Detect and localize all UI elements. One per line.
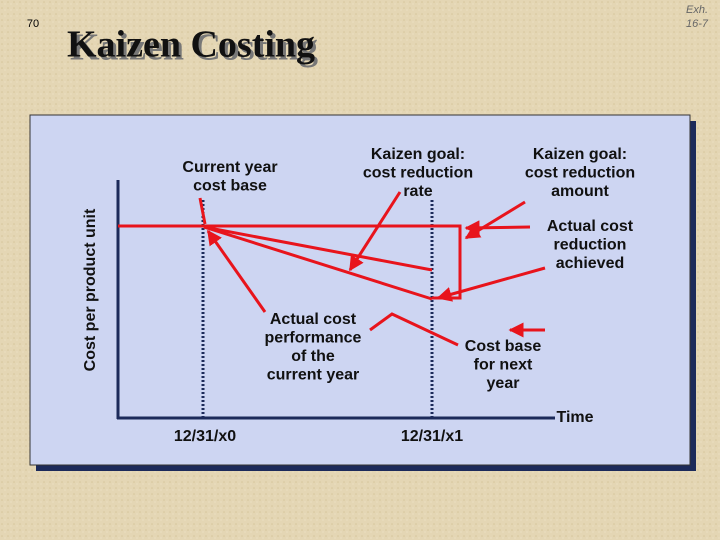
page-number: 70 xyxy=(27,18,39,30)
annotation: cost base xyxy=(193,178,267,195)
exhibit: 16-7 xyxy=(686,18,709,30)
annotation: Current year xyxy=(182,159,277,176)
title: Kaizen Costing xyxy=(67,24,315,66)
annotation: Actual cost xyxy=(547,218,634,235)
annotation: Actual cost xyxy=(270,311,357,328)
date-label: 12/31/x0 xyxy=(174,428,236,445)
date-label: 12/31/x1 xyxy=(401,428,463,445)
annotation: reduction xyxy=(554,237,627,254)
leader xyxy=(369,312,459,347)
annotation: current year xyxy=(267,367,360,384)
annotation: Kaizen goal: xyxy=(371,146,465,163)
y-axis-label: Cost per product unit xyxy=(82,208,99,371)
annotation: performance xyxy=(265,330,362,347)
leader xyxy=(348,191,402,272)
annotation: achieved xyxy=(556,255,624,272)
actual-cost-line xyxy=(203,225,433,301)
annotation: year xyxy=(487,375,520,392)
title-shadow: Kaizen Costing xyxy=(70,27,318,69)
annotation: Cost base xyxy=(465,338,542,355)
panel xyxy=(29,114,691,466)
annotation: rate xyxy=(403,183,432,200)
leader xyxy=(198,197,207,225)
goal-cost-line xyxy=(203,225,433,272)
x-axis-label: Time xyxy=(556,409,593,426)
leader xyxy=(464,220,531,236)
annotation: amount xyxy=(551,183,609,200)
annotation: cost reduction xyxy=(363,165,473,182)
annotation: for next xyxy=(474,357,533,374)
leader xyxy=(436,266,546,302)
annotation: cost reduction xyxy=(525,165,635,182)
leader xyxy=(206,229,267,313)
annotation: of the xyxy=(291,348,335,365)
annotation: Kaizen goal: xyxy=(533,146,627,163)
exhibit: Exh. xyxy=(686,4,708,16)
